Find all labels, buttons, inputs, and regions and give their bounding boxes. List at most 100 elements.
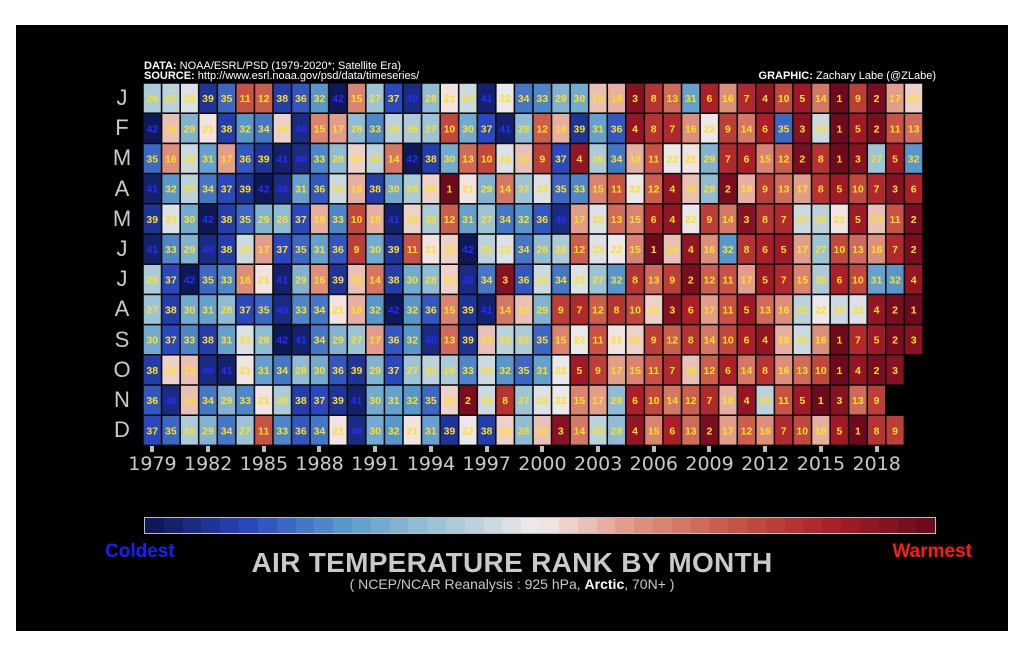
heatmap-cell bbox=[885, 143, 905, 174]
cell-rank-label: 39 bbox=[351, 365, 363, 377]
heatmap-cell bbox=[198, 173, 218, 204]
heatmap-cell bbox=[626, 294, 645, 325]
heatmap-cell bbox=[533, 354, 552, 385]
cell-rank-label: 34 bbox=[276, 365, 288, 377]
cell-rank-label: 20 bbox=[276, 123, 288, 135]
cell-rank-label: 35 bbox=[518, 365, 530, 377]
heatmap-cell bbox=[273, 143, 292, 174]
cell-rank-label: 32 bbox=[406, 305, 418, 317]
colorbar-swatch bbox=[427, 518, 446, 533]
cell-rank-label: 38 bbox=[481, 425, 493, 437]
heatmap-cell bbox=[347, 324, 366, 355]
heatmap-cell bbox=[440, 83, 459, 114]
cell-rank-label: 20 bbox=[165, 365, 177, 377]
cell-rank-label: 30 bbox=[184, 214, 196, 226]
heatmap-cell bbox=[403, 234, 422, 265]
heatmap-cell bbox=[848, 415, 868, 446]
cell-rank-label: 33 bbox=[332, 214, 344, 226]
heatmap-cell bbox=[458, 294, 478, 325]
heatmap-cell bbox=[737, 143, 756, 174]
x-axis-tick bbox=[818, 446, 823, 453]
cell-rank-label: 11 bbox=[407, 244, 418, 256]
heatmap-cell bbox=[254, 294, 273, 325]
cell-rank-label: 25 bbox=[184, 184, 196, 196]
heatmap-cell bbox=[496, 234, 515, 265]
heatmap-cell bbox=[403, 415, 422, 446]
heatmap-cell bbox=[384, 173, 403, 204]
cell-rank-label: 34 bbox=[518, 93, 530, 105]
cell-rank-label: 32 bbox=[518, 214, 530, 226]
cell-rank-label: 6 bbox=[632, 395, 638, 407]
cell-rank-label: 27 bbox=[369, 93, 381, 105]
heatmap-cell bbox=[161, 83, 180, 114]
heatmap-cell bbox=[198, 354, 218, 385]
heatmap-cell bbox=[198, 113, 218, 144]
heatmap-cell bbox=[366, 264, 385, 295]
cell-rank-label: 35 bbox=[165, 425, 177, 437]
heatmap-cell bbox=[384, 385, 403, 416]
heatmap-cell bbox=[700, 354, 719, 385]
colorbar-swatch bbox=[239, 518, 258, 533]
heatmap-cell bbox=[756, 324, 775, 355]
heatmap-cell bbox=[347, 415, 366, 446]
colorbar-swatch bbox=[295, 518, 315, 533]
heatmap-cell bbox=[904, 264, 923, 295]
cell-rank-label: 34 bbox=[481, 274, 493, 286]
heatmap-cell bbox=[551, 385, 570, 416]
cell-rank-label: 17 bbox=[611, 365, 623, 377]
cell-rank-label: 5 bbox=[855, 123, 861, 135]
cell-rank-label: 11 bbox=[648, 365, 659, 377]
cell-rank-label: 18 bbox=[741, 184, 753, 196]
cell-rank-label: 9 bbox=[558, 305, 564, 317]
cell-rank-label: 38 bbox=[165, 305, 177, 317]
cell-rank-label: 41 bbox=[499, 123, 511, 135]
heatmap-cell bbox=[496, 83, 515, 114]
heatmap-cell bbox=[514, 173, 533, 204]
heatmap-cell bbox=[273, 173, 292, 204]
heatmap-cell bbox=[180, 143, 199, 174]
heatmap-cell bbox=[143, 294, 162, 325]
chart-subtitle: ( NCEP/NCAR Reanalysis : 925 hPa, Arctic… bbox=[0, 576, 1024, 592]
cell-rank-label: 8 bbox=[762, 214, 768, 226]
colorbar-swatch bbox=[916, 518, 936, 533]
cell-rank-label: 36 bbox=[536, 214, 548, 226]
heatmap-cell bbox=[180, 385, 199, 416]
heatmap-cell bbox=[161, 113, 180, 144]
cell-rank-label: 38 bbox=[221, 214, 233, 226]
heatmap-cell bbox=[458, 324, 478, 355]
heatmap-cell bbox=[793, 415, 812, 446]
heatmap-cell bbox=[366, 113, 385, 144]
colorbar-swatch bbox=[652, 518, 672, 533]
cell-rank-label: 32 bbox=[406, 335, 418, 347]
heatmap-cell bbox=[811, 204, 830, 234]
cell-rank-label: 3 bbox=[836, 395, 842, 407]
heatmap-cell bbox=[421, 385, 440, 416]
cell-rank-label: 39 bbox=[444, 425, 456, 437]
cell-rank-label: 8 bbox=[818, 154, 824, 166]
heatmap-cell bbox=[588, 264, 608, 295]
heatmap-cell bbox=[867, 204, 886, 234]
heatmap-cell bbox=[570, 173, 589, 204]
heatmap-cell bbox=[161, 354, 180, 385]
heatmap-cell bbox=[848, 385, 868, 416]
colorbar-swatch bbox=[558, 518, 578, 533]
heatmap-cell bbox=[533, 83, 552, 114]
cell-rank-label: 31 bbox=[462, 214, 474, 226]
cell-rank-label: 20 bbox=[351, 154, 363, 166]
heatmap-cell bbox=[421, 204, 440, 234]
cell-rank-label: 14 bbox=[704, 335, 716, 347]
heatmap-cell bbox=[161, 204, 180, 234]
cell-rank-label: 15 bbox=[648, 425, 660, 437]
heatmap-cell bbox=[867, 385, 886, 416]
cell-rank-label: 25 bbox=[369, 154, 381, 166]
heatmap-cell bbox=[310, 113, 329, 144]
heatmap-cell bbox=[236, 354, 255, 385]
cell-rank-label: 14 bbox=[722, 214, 734, 226]
month-label: S bbox=[114, 326, 130, 352]
cell-rank-label: 37 bbox=[295, 214, 307, 226]
heatmap-cell bbox=[217, 234, 236, 265]
cell-rank-label: 37 bbox=[388, 365, 400, 377]
heatmap-cell bbox=[811, 113, 830, 144]
cell-rank-label: 35 bbox=[555, 184, 567, 196]
heatmap-cell bbox=[347, 264, 366, 295]
